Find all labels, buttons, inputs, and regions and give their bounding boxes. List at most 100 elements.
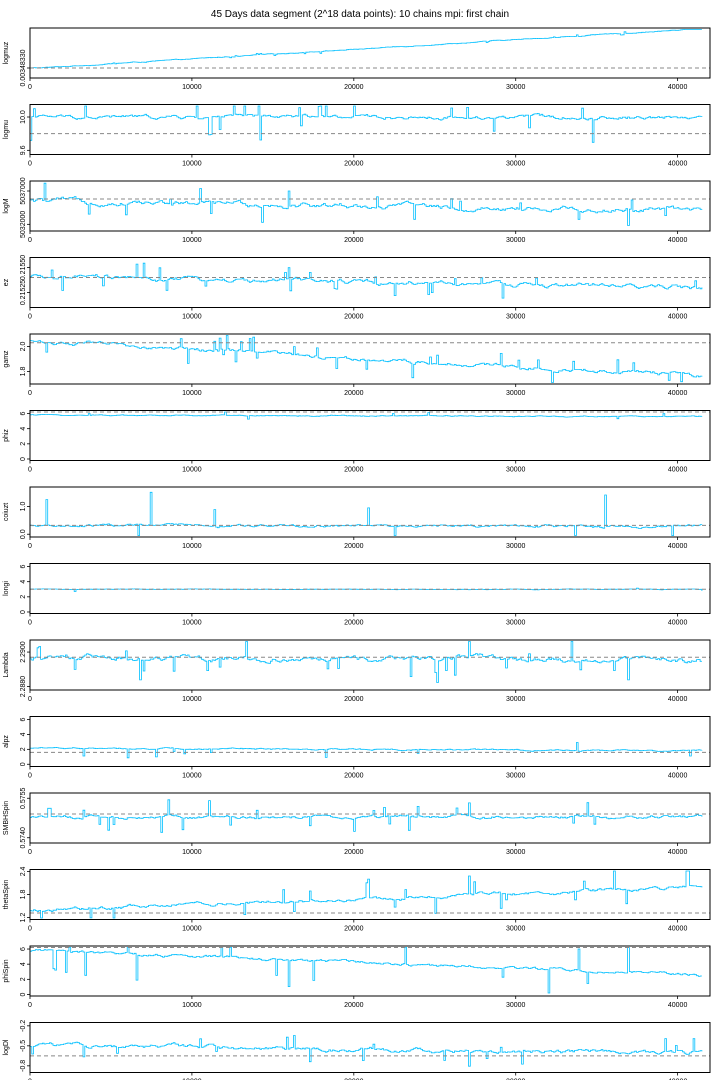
y-axis-label: ez — [3, 278, 10, 286]
x-tick-label: 0 — [28, 314, 32, 321]
y-tick-label: 6 — [20, 717, 27, 721]
y-axis-label: gamz — [3, 350, 10, 368]
x-tick-label: 20000 — [344, 773, 364, 780]
y-tick-label: 2 — [20, 977, 27, 981]
trace-line-alpz — [30, 742, 703, 759]
y-tick-label: 0 — [20, 610, 27, 614]
trace-line-thetaSpin — [30, 870, 703, 919]
x-tick-label: 40000 — [668, 467, 688, 474]
x-tick-label: 20000 — [344, 543, 364, 550]
y-axis-label: logM — [3, 198, 10, 213]
x-tick-label: 0 — [28, 1079, 32, 1080]
y-axis-label: SMBHSpin — [3, 801, 10, 835]
trace-panel-Lambda: 0 10000 20000 30000 40000 2.2880 2.2900 Lambda — [3, 639, 711, 703]
x-tick-label: 20000 — [344, 314, 364, 321]
y-tick-label: 2 — [20, 747, 27, 751]
x-tick-label: 20000 — [344, 1002, 364, 1009]
x-tick-label: 40000 — [668, 620, 688, 627]
x-tick-label: 30000 — [506, 696, 526, 703]
x-tick-label: 20000 — [344, 1079, 364, 1080]
y-axis-label: logmu — [3, 120, 10, 139]
x-tick-label: 0 — [28, 926, 32, 933]
panel-frame-logmuz — [29, 27, 711, 79]
x-tick-label: 30000 — [506, 1079, 526, 1080]
x-tick-label: 0 — [28, 773, 32, 780]
figure-title: 45 Days data segment (2^18 data points):… — [211, 9, 509, 20]
x-tick-label: 0 — [28, 161, 32, 168]
x-tick-label: 40000 — [668, 773, 688, 780]
y-tick-label: 2 — [20, 442, 27, 446]
panel-frame-ez — [29, 257, 711, 308]
trace-line-Lambda — [30, 641, 702, 683]
x-tick-label: 10000 — [182, 1002, 202, 1009]
panel-frame-logDl — [29, 1022, 711, 1073]
x-tick-label: 0 — [28, 620, 32, 627]
x-tick-label: 10000 — [182, 696, 202, 703]
x-tick-label: 30000 — [506, 1002, 526, 1009]
x-tick-label: 0 — [28, 1002, 32, 1009]
x-tick-label: 30000 — [506, 314, 526, 321]
y-tick-label: 6 — [20, 947, 27, 951]
y-tick-label: 9.6 — [20, 145, 27, 155]
trace-panel-phiSpin: 0 10000 20000 30000 40000 0 2 4 6 phiSpin — [3, 945, 711, 1009]
x-tick-label: 10000 — [182, 84, 202, 91]
x-tick-label: 10000 — [182, 1079, 202, 1080]
trace-panel-gamz: 0 10000 20000 30000 40000 1.8 2.0 gamz — [3, 333, 711, 397]
y-axis-label: longi — [3, 581, 10, 596]
y-tick-label: 2.0 — [20, 342, 27, 352]
x-tick-label: 30000 — [506, 467, 526, 474]
y-tick-label: 2.2900 — [20, 641, 27, 663]
x-tick-label: 20000 — [344, 696, 364, 703]
x-tick-label: 0 — [28, 467, 32, 474]
trace-panel-alpz: 0 10000 20000 30000 40000 0 2 4 6 alpz — [3, 716, 711, 780]
panel-frame-coiuzt — [29, 486, 711, 538]
x-tick-label: 40000 — [668, 390, 688, 397]
trace-panel-SMBHSpin: 0 10000 20000 30000 40000 0.5740 0.5755 SMBHSpi… — [3, 787, 711, 856]
x-tick-label: 20000 — [344, 390, 364, 397]
x-tick-label: 30000 — [506, 543, 526, 550]
x-tick-label: 30000 — [506, 161, 526, 168]
x-tick-label: 0 — [28, 84, 32, 91]
panel-frame-phiSpin — [29, 945, 711, 997]
y-tick-label: 10.0 — [20, 110, 27, 124]
y-tick-label: 0.5740 — [20, 827, 27, 849]
x-tick-label: 10000 — [182, 620, 202, 627]
trace-line-ez — [30, 262, 703, 299]
panel-frame-alpz — [29, 716, 711, 767]
trace-panel-thetaSpin: 0 10000 20000 30000 40000 1.2 1.8 2.4 thetaSpin — [3, 866, 711, 933]
y-axis-label: logDl — [3, 1039, 10, 1055]
y-axis-label: alpz — [3, 735, 10, 748]
panel-frame-thetaSpin — [29, 869, 711, 920]
x-tick-label: 40000 — [668, 1079, 688, 1080]
panel-frame-Lambda — [29, 639, 711, 691]
y-tick-label: 0 — [20, 457, 27, 461]
y-tick-label: -0.5 — [20, 1040, 27, 1052]
x-tick-label: 30000 — [506, 926, 526, 933]
x-tick-label: 30000 — [506, 84, 526, 91]
y-axis-label: thetaSpin — [3, 880, 10, 910]
y-tick-label: 1.2 — [20, 913, 27, 923]
y-tick-label: -0.2 — [20, 1020, 27, 1032]
panel-frame-logmu — [29, 104, 711, 155]
y-tick-label: 2.4 — [20, 866, 27, 876]
trace-panel-longi: 0 10000 20000 30000 40000 0 2 4 6 longi — [3, 563, 711, 627]
panel-frame-phiz — [29, 410, 711, 461]
y-tick-label: 1.0 — [20, 501, 27, 511]
x-tick-label: 20000 — [344, 620, 364, 627]
x-tick-label: 10000 — [182, 543, 202, 550]
y-axis-label: Lambda — [3, 652, 10, 677]
x-tick-label: 10000 — [182, 926, 202, 933]
trace-line-gamz — [30, 335, 703, 383]
y-tick-label: 4 — [20, 962, 27, 966]
x-tick-label: 10000 — [182, 314, 202, 321]
y-tick-label: 0.0 — [20, 529, 27, 539]
y-tick-label: 0.5755 — [20, 787, 27, 809]
x-tick-label: 20000 — [344, 237, 364, 244]
x-tick-label: 40000 — [668, 314, 688, 321]
x-tick-label: 40000 — [668, 543, 688, 550]
x-tick-label: 0 — [28, 237, 32, 244]
trace-panel-logmuz: 0 10000 20000 30000 40000 0.00348330 logmuz — [3, 27, 711, 91]
x-tick-label: 40000 — [668, 161, 688, 168]
trace-panel-coiuzt: 0 10000 20000 30000 40000 0.0 1.0 coiuzt — [3, 486, 711, 550]
